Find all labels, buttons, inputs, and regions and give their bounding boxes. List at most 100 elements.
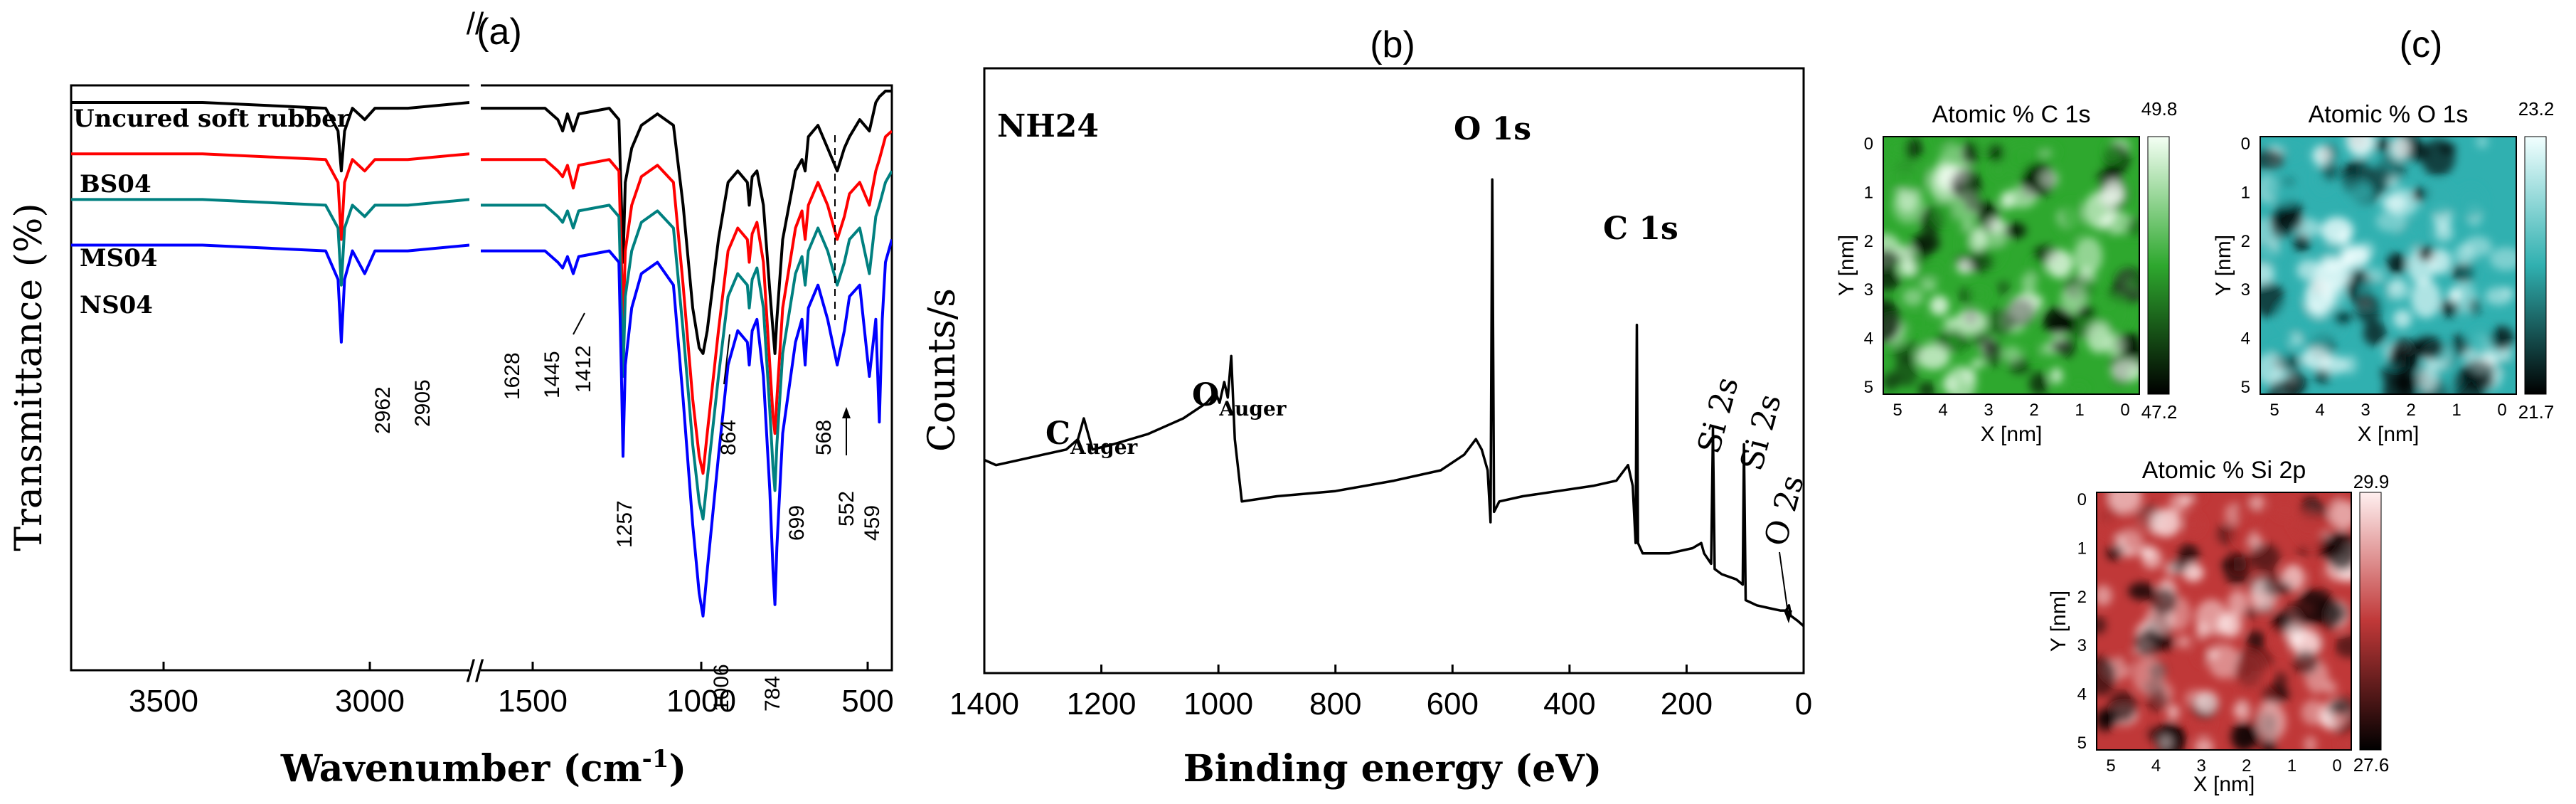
map-texture-blob bbox=[2171, 708, 2186, 721]
xps-x-ticks: 1400 1200 1000 800 600 400 200 0 bbox=[949, 665, 1812, 721]
map-texture-blob bbox=[2007, 153, 2028, 179]
map-x-tick-0: 0 bbox=[2120, 401, 2129, 420]
map-o1s-texture bbox=[2260, 137, 2516, 394]
map-texture-blob bbox=[2489, 247, 2516, 271]
map-texture-blob bbox=[2216, 613, 2237, 637]
peak-label-459: 459 bbox=[861, 505, 884, 541]
map-texture-blob bbox=[2324, 680, 2337, 695]
ftir-tick-3500: 3500 bbox=[129, 684, 198, 719]
annot-o-auger-main: O bbox=[1192, 377, 1219, 413]
map-texture-blob bbox=[1883, 299, 1901, 344]
map-c1s-title: Atomic % C 1s bbox=[1932, 101, 2091, 128]
map-texture-blob bbox=[2182, 564, 2204, 582]
xps-tick-1000: 1000 bbox=[1183, 687, 1253, 721]
annot-o1s: O 1s bbox=[1454, 111, 1531, 147]
map-texture-blob bbox=[2383, 373, 2415, 394]
map-texture-blob bbox=[2232, 651, 2265, 692]
map-c1s-ylabel: Y [nm] bbox=[1835, 235, 1858, 296]
map-texture-blob bbox=[2484, 287, 2513, 305]
map-y-tick-2: 2 bbox=[1864, 232, 1873, 251]
xps-tick-0: 0 bbox=[1795, 687, 1812, 721]
map-c1s-cmax: 49.8 bbox=[2141, 98, 2178, 120]
map-texture-blob bbox=[1910, 315, 1926, 330]
map-texture-blob bbox=[1920, 278, 1937, 292]
map-texture-blob bbox=[2363, 320, 2387, 346]
map-texture-blob bbox=[1944, 317, 1957, 331]
map-texture-blob bbox=[2331, 710, 2348, 727]
map-texture-blob bbox=[2440, 300, 2459, 318]
map-y-tick-5: 5 bbox=[1864, 378, 1873, 397]
annot-si2s: Si 2s bbox=[1691, 374, 1745, 457]
map-texture-blob bbox=[2102, 292, 2132, 332]
ftir-line-bs04-left bbox=[71, 152, 469, 241]
map-texture-blob bbox=[2274, 672, 2288, 689]
map-texture-blob bbox=[2050, 367, 2063, 384]
panel-b-label: (b) bbox=[1370, 24, 1415, 65]
xps-panel: (b) NH24 1400 1200 1000 800 600 400 200 0 Bindi… bbox=[921, 24, 1812, 790]
map-texture-blob bbox=[2044, 144, 2060, 161]
map-texture-blob bbox=[2454, 244, 2474, 265]
map-texture-blob bbox=[2124, 219, 2139, 240]
map-texture-blob bbox=[1930, 295, 1949, 316]
map-texture-blob bbox=[1961, 220, 1975, 233]
arrow-552-head bbox=[842, 407, 851, 418]
map-texture-blob bbox=[2146, 689, 2169, 712]
map-texture-blob bbox=[1952, 189, 1979, 223]
map-texture-blob bbox=[2334, 311, 2352, 325]
map-y-tick-0: 0 bbox=[2077, 490, 2087, 509]
map-texture-blob bbox=[1969, 251, 1994, 273]
map-y-tick-4: 4 bbox=[2241, 329, 2250, 349]
map-texture-blob bbox=[1999, 191, 2014, 210]
map-texture-blob bbox=[2312, 145, 2332, 166]
xps-tick-1200: 1200 bbox=[1067, 687, 1137, 721]
map-texture-blob bbox=[1982, 339, 2003, 366]
map-texture-blob bbox=[2260, 353, 2284, 385]
annot-c-auger: CAuger bbox=[1045, 416, 1139, 459]
xps-plot-frame bbox=[983, 67, 1805, 675]
map-texture-blob bbox=[1923, 327, 1941, 340]
peak-label-1445: 1445 bbox=[541, 351, 564, 398]
maps-panel: (c) Atomic % C 1s 49.8 47.2 5 4 3 2 1 0012345… bbox=[1835, 24, 2554, 796]
map-texture-blob bbox=[1989, 159, 2007, 180]
ftir-x-axis-title-close: ) bbox=[669, 747, 686, 790]
map-texture-blob bbox=[2097, 656, 2117, 696]
map-texture-blob bbox=[2260, 281, 2285, 317]
map-si2p-cmax: 29.9 bbox=[2353, 471, 2390, 492]
map-texture-blob bbox=[1883, 372, 1900, 391]
map-y-tick-3: 3 bbox=[2241, 280, 2250, 300]
map-texture-blob bbox=[1989, 217, 2006, 234]
map-texture-blob bbox=[2322, 161, 2339, 182]
map-y-tick-2: 2 bbox=[2077, 588, 2087, 607]
series-label-uncured: Uncured soft rubber bbox=[73, 105, 351, 133]
map-texture-blob bbox=[2250, 494, 2265, 509]
xps-line-nh24 bbox=[984, 178, 1804, 628]
map-x-tick-3: 3 bbox=[1984, 401, 1993, 420]
map-texture-blob bbox=[2294, 233, 2311, 252]
map-texture-blob bbox=[2421, 139, 2455, 177]
map-x-tick-5: 5 bbox=[2106, 756, 2115, 776]
map-y-tick-4: 4 bbox=[1864, 329, 1873, 349]
map-si2p-texture bbox=[2097, 492, 2351, 750]
map-texture-blob bbox=[2334, 634, 2351, 658]
map-x-tick-5: 5 bbox=[2269, 401, 2279, 420]
map-texture-blob bbox=[2207, 649, 2219, 659]
map-si2p-title: Atomic % Si 2p bbox=[2142, 457, 2306, 484]
map-texture-blob bbox=[2267, 379, 2299, 394]
map-texture-blob bbox=[2086, 322, 2112, 354]
map-texture-blob bbox=[1897, 245, 1915, 260]
map-y-tick-5: 5 bbox=[2241, 378, 2250, 397]
map-texture-blob bbox=[2077, 305, 2097, 318]
map-texture-blob bbox=[2299, 318, 2331, 348]
map-o1s-frame bbox=[2260, 136, 2517, 395]
ftir-lines-left bbox=[71, 101, 469, 344]
map-texture-blob bbox=[1941, 163, 1970, 184]
map-texture-blob bbox=[2343, 354, 2358, 374]
annot-o2s-arrow bbox=[1784, 610, 1792, 623]
map-x-tick-2: 2 bbox=[2029, 401, 2038, 420]
map-texture-blob bbox=[2150, 588, 2178, 616]
map-c1s: Atomic % C 1s 49.8 47.2 5 4 3 2 1 0 0 1 2 3 4 5 X [… bbox=[1835, 98, 2177, 446]
map-si2p-ylabel: Y [nm] bbox=[2047, 591, 2070, 652]
map-texture-blob bbox=[2466, 334, 2484, 351]
map-texture-blob bbox=[2326, 530, 2351, 571]
map-x-tick-2: 2 bbox=[2406, 401, 2415, 420]
